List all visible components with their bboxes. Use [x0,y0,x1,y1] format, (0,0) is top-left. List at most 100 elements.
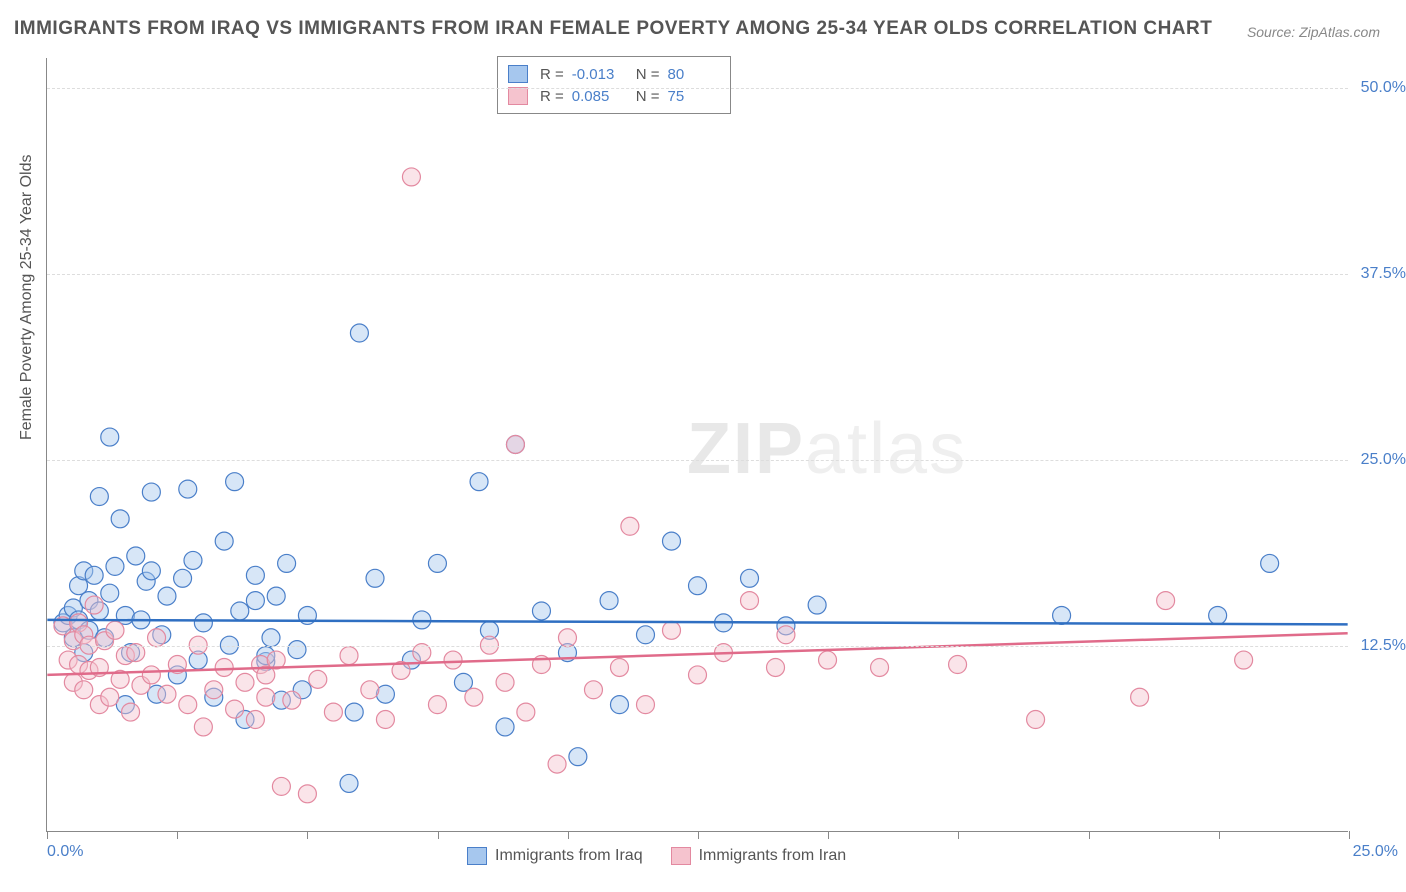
chart-container: IMMIGRANTS FROM IRAQ VS IMMIGRANTS FROM … [0,0,1406,892]
data-point [101,688,119,706]
data-point [283,691,301,709]
x-tick [307,831,308,839]
r-label: R = [540,66,564,83]
data-point [496,718,514,736]
n-value: 80 [668,66,720,83]
data-point [158,685,176,703]
data-point [278,554,296,572]
n-label: N = [636,88,660,105]
data-point [205,681,223,699]
x-axis-min-label: 0.0% [47,843,83,861]
series-legend: Immigrants from IraqImmigrants from Iran [467,847,846,865]
data-point [184,551,202,569]
x-tick [698,831,699,839]
data-point [741,592,759,610]
data-point [496,673,514,691]
data-point [584,681,602,699]
data-point [350,324,368,342]
data-point [75,681,93,699]
scatter-svg [47,58,1348,831]
data-point [127,547,145,565]
x-tick [47,831,48,839]
data-point [366,569,384,587]
data-point [558,629,576,647]
trend-line [47,620,1347,624]
x-tick [438,831,439,839]
data-point [257,688,275,706]
x-tick [1089,831,1090,839]
data-point [767,658,785,676]
data-point [808,596,826,614]
x-tick [568,831,569,839]
data-point [1053,606,1071,624]
x-tick [958,831,959,839]
data-point [1209,606,1227,624]
series-legend-item: Immigrants from Iran [671,847,847,865]
data-point [610,696,628,714]
data-point [122,703,140,721]
r-label: R = [540,88,564,105]
data-point [194,614,212,632]
gridline [47,460,1348,461]
data-point [444,651,462,669]
data-point [600,592,618,610]
data-point [1131,688,1149,706]
data-point [272,777,290,795]
data-point [376,711,394,729]
data-point [470,473,488,491]
data-point [106,621,124,639]
data-point [111,510,129,528]
r-value: 0.085 [572,88,624,105]
data-point [340,774,358,792]
data-point [413,611,431,629]
n-value: 75 [668,88,720,105]
chart-title: IMMIGRANTS FROM IRAQ VS IMMIGRANTS FROM … [14,18,1212,40]
data-point [309,670,327,688]
r-value: -0.013 [572,66,624,83]
data-point [610,658,628,676]
data-point [465,688,483,706]
data-point [1027,711,1045,729]
gridline [47,646,1348,647]
y-tick-label: 37.5% [1361,265,1406,283]
data-point [949,656,967,674]
legend-swatch [671,847,691,865]
data-point [402,168,420,186]
data-point [428,554,446,572]
legend-swatch [508,87,528,105]
data-point [340,647,358,665]
data-point [663,621,681,639]
data-point [689,577,707,595]
data-point [174,569,192,587]
data-point [428,696,446,714]
x-tick [1349,831,1350,839]
data-point [231,602,249,620]
x-tick [828,831,829,839]
data-point [663,532,681,550]
data-point [532,602,550,620]
data-point [871,658,889,676]
data-point [85,566,103,584]
data-point [361,681,379,699]
data-point [517,703,535,721]
data-point [636,626,654,644]
data-point [506,436,524,454]
data-point [85,596,103,614]
data-point [158,587,176,605]
data-point [226,473,244,491]
gridline [47,88,1348,89]
data-point [819,651,837,669]
data-point [621,517,639,535]
data-point [101,428,119,446]
legend-swatch [467,847,487,865]
data-point [1261,554,1279,572]
data-point [288,641,306,659]
x-tick [177,831,178,839]
data-point [194,718,212,736]
data-point [777,626,795,644]
data-point [345,703,363,721]
data-point [142,483,160,501]
data-point [267,587,285,605]
data-point [548,755,566,773]
data-point [246,592,264,610]
